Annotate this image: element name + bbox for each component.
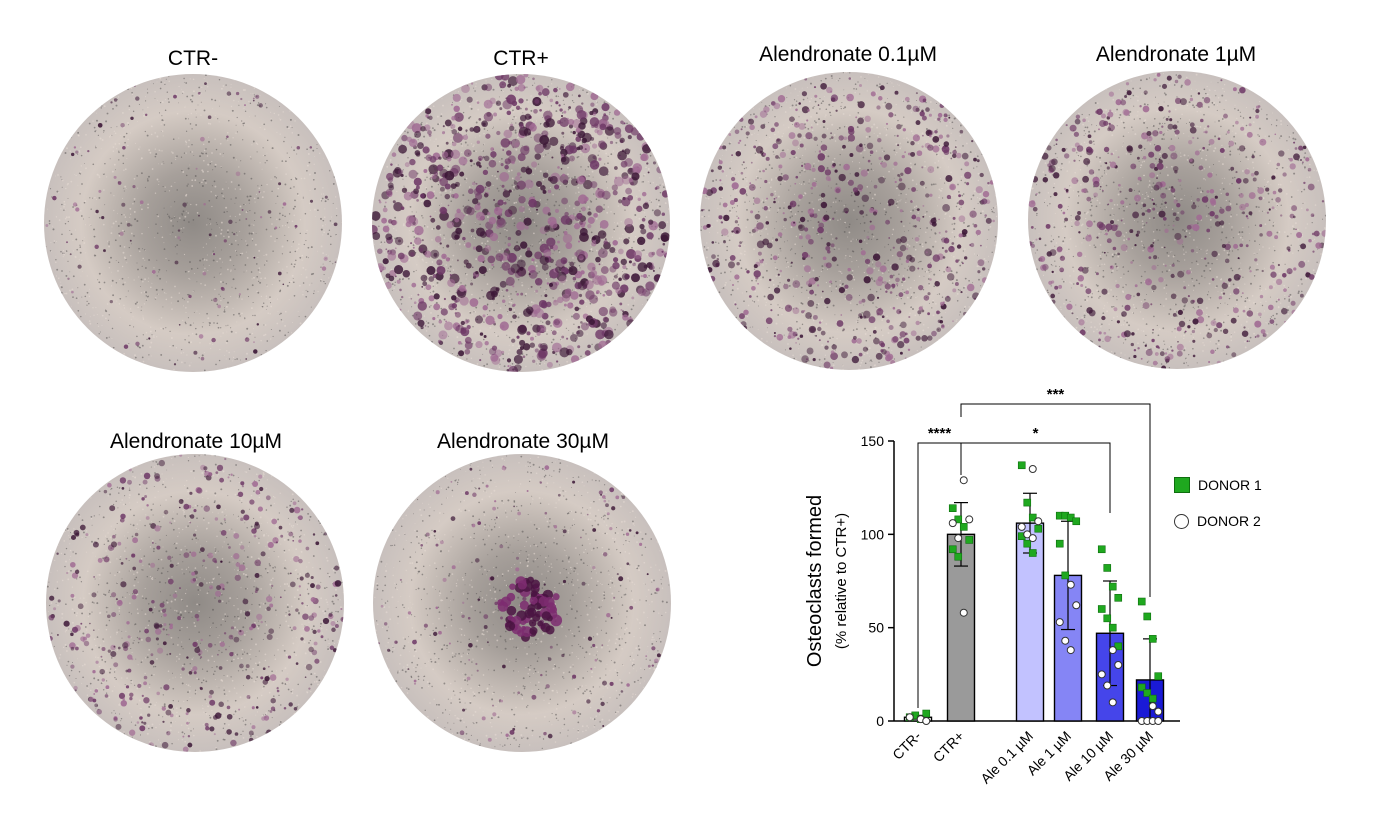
legend-donor1: DONOR 1 [1174,477,1262,493]
donor2-point-3-1 [1072,601,1081,610]
well-label-ale-30: Alendronate 30µM [436,430,610,453]
donor1-point-4-3 [1114,593,1123,602]
donor2-point-2-2 [1017,522,1026,531]
well-label-ale-1: Alendronate 1µM [1095,43,1257,66]
donor1-point-5-6 [1148,694,1157,703]
donor1-point-5-2 [1148,635,1157,643]
donor2-point-1-0 [959,476,968,485]
donor1-point-5-1 [1143,612,1152,621]
donor1-point-5-4 [1137,683,1146,692]
y-axis-subtitle: (% relative to CTR+) [833,513,850,649]
well-image-ale-1 [1028,71,1326,369]
y-tick-label: 50 [868,620,884,636]
y-tick-label: 100 [861,526,885,542]
donor2-point-4-4 [1108,698,1117,707]
donor2-point-4-3 [1103,681,1112,690]
donor2-point-3-0 [1066,580,1075,589]
donor1-point-1-0 [948,504,957,513]
donor2-point-1-4 [959,608,968,617]
significance-label-2: * [1033,425,1039,442]
well-image-ale-0-1 [700,72,998,370]
donor1-point-2-3 [1034,524,1043,533]
donor2-point-5-0 [1148,702,1157,711]
legend-donor2: DONOR 2 [1174,513,1261,529]
donor1-point-2-0 [1017,461,1026,470]
donor2-point-1-1 [965,515,974,524]
donor1-point-5-3 [1154,672,1163,681]
well-image-ale-30 [373,454,671,752]
donor2-point-1-2 [948,519,957,528]
donor2-point-3-3 [1061,636,1070,645]
significance-label-0: *** [1047,386,1065,403]
y-tick-label: 0 [876,713,884,729]
donor1-point-4-6 [1108,623,1117,632]
donor2-point-2-0 [1028,465,1037,473]
well-label-ctr-pos: CTR+ [493,47,549,70]
donor1-point-4-1 [1103,564,1112,572]
well-label-ctr-neg: CTR- [167,47,219,70]
donor2-point-4-0 [1108,646,1117,655]
well-label-ale-10: Alendronate 10µM [109,430,283,453]
donor2-point-3-4 [1066,646,1075,655]
donor1-point-1-1 [954,515,963,524]
donor2-point-2-3 [1023,530,1032,539]
donor1-point-2-1 [1023,498,1032,507]
well-label-ale-0-1: Alendronate 0.1µM [759,43,937,66]
donor1-point-4-4 [1097,605,1106,613]
legend-square-icon [1174,477,1190,493]
donor1-point-5-5 [1143,689,1152,697]
donor1-point-1-2 [959,523,968,531]
donor1-point-1-4 [948,545,957,554]
well-image-ctr-neg [44,74,342,372]
donor1-point-1-3 [965,536,974,544]
y-axis-title: Osteoclasts formed [804,495,826,667]
donor2-point-0-2 [905,713,914,722]
donor2-point-0-1 [922,717,931,725]
donor2-point-5-1 [1154,707,1163,716]
donor1-point-4-0 [1097,545,1106,554]
donor2-point-2-1 [1034,517,1043,526]
donor1-point-4-2 [1108,582,1117,591]
donor2-point-1-3 [954,534,963,543]
significance-label-1: **** [928,425,952,442]
legend-donor1-label: DONOR 1 [1198,477,1262,493]
y-tick-label: 150 [861,433,885,449]
donor1-point-4-7 [1114,642,1123,651]
donor1-point-3-5 [1061,571,1070,580]
donor1-point-1-5 [954,552,963,561]
donor1-point-2-6 [1028,549,1037,557]
well-image-ctr-pos [372,74,670,372]
legend-circle-icon [1174,513,1189,529]
donor2-point-5-5 [1154,717,1163,725]
donor1-point-5-0 [1137,597,1146,606]
donor1-point-0-3 [922,709,931,718]
x-tick-label-1: CTR+ [930,728,967,765]
x-tick-label-0: CTR- [889,728,924,763]
donor1-point-2-5 [1023,539,1032,548]
donor1-point-3-4 [1055,539,1064,548]
donor1-point-2-2 [1028,513,1037,522]
donor2-point-2-4 [1028,534,1037,543]
donor2-point-4-1 [1114,661,1123,669]
significance-bracket-0 [960,403,1151,597]
donor1-point-3-3 [1072,517,1081,526]
donor2-point-4-2 [1097,670,1106,679]
donor2-point-3-2 [1055,618,1064,627]
significance-bracket-2 [960,442,1111,513]
donor1-point-4-5 [1103,614,1112,623]
well-image-ale-10 [46,454,344,752]
legend-donor2-label: DONOR 2 [1197,513,1261,529]
x-tick-label-2: Ale 0.1 µM [977,728,1036,787]
